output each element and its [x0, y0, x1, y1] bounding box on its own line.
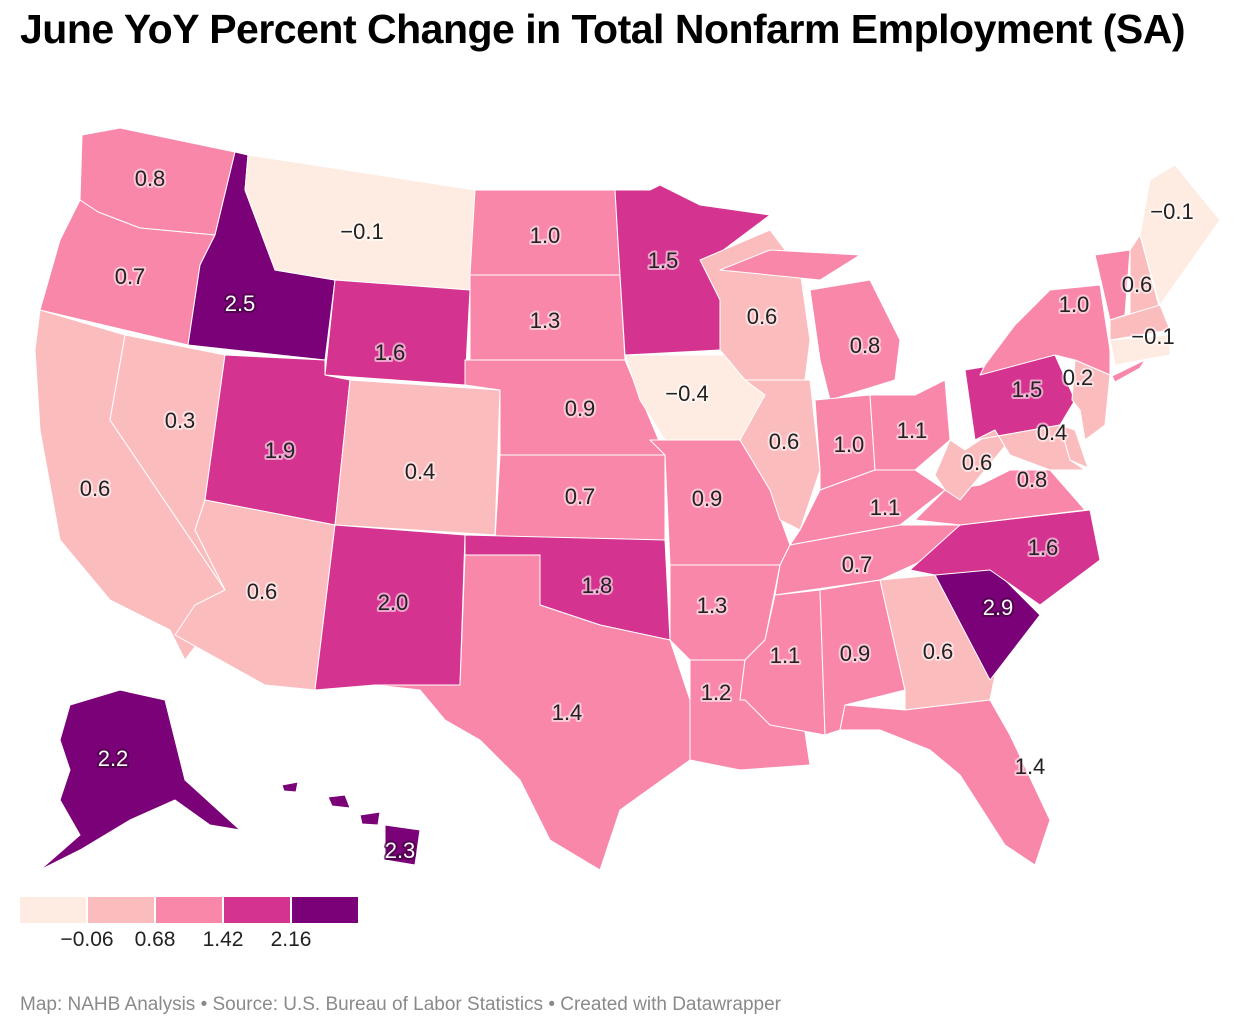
legend-labels: −0.06 0.68 1.42 2.16 — [20, 928, 380, 954]
legend-swatch-4 — [224, 897, 290, 923]
state-ky[interactable] — [789, 469, 946, 546]
state-label-il: 0.6 — [769, 429, 800, 454]
state-label-ct: −0.1 — [1131, 324, 1174, 349]
state-label-ak: 2.2 — [98, 746, 129, 771]
state-ak[interactable] — [39, 689, 241, 871]
state-label-ks: 0.7 — [565, 484, 596, 509]
state-label-la: 1.2 — [701, 680, 732, 705]
state-wy[interactable] — [324, 279, 471, 386]
state-label-ne: 0.9 — [565, 396, 596, 421]
state-mi[interactable] — [719, 249, 861, 281]
legend-swatch-2 — [88, 897, 154, 923]
state-fl[interactable] — [839, 699, 1051, 866]
state-label-ut: 1.9 — [265, 438, 296, 463]
state-mi[interactable] — [809, 279, 901, 401]
legend-break-3: 1.42 — [202, 928, 244, 951]
state-label-mn: 1.5 — [648, 248, 679, 273]
state-label-nc: 1.6 — [1028, 535, 1059, 560]
state-wv[interactable] — [934, 429, 1011, 501]
state-label-wa: 0.8 — [135, 166, 166, 191]
state-label-sc: 2.9 — [983, 595, 1014, 620]
state-co[interactable] — [334, 379, 501, 536]
state-label-nj: 0.2 — [1063, 365, 1094, 390]
state-label-az: 0.6 — [247, 579, 278, 604]
legend-swatch-3 — [156, 897, 222, 923]
state-nj[interactable] — [1071, 359, 1111, 441]
state-label-me: −0.1 — [1150, 199, 1193, 224]
state-label-ky: 1.1 — [870, 495, 901, 520]
legend-break-4: 2.16 — [270, 928, 312, 951]
state-hi[interactable] — [281, 781, 299, 793]
state-label-or: 0.7 — [115, 264, 146, 289]
state-label-ny: 1.0 — [1059, 292, 1090, 317]
state-me[interactable] — [1139, 164, 1221, 306]
state-ms[interactable] — [739, 589, 826, 736]
state-nc[interactable] — [909, 509, 1101, 606]
state-ny[interactable] — [1111, 359, 1146, 383]
state-label-ca: 0.6 — [80, 476, 111, 501]
state-va[interactable] — [914, 469, 1086, 526]
state-label-nv: 0.3 — [165, 408, 196, 433]
state-tx[interactable] — [374, 554, 691, 871]
state-hi[interactable] — [359, 811, 381, 826]
state-label-ms: 1.1 — [770, 643, 801, 668]
state-label-in: 1.0 — [834, 432, 865, 457]
state-ct[interactable] — [1109, 334, 1171, 366]
state-hi[interactable] — [384, 824, 421, 866]
state-label-ok: 1.8 — [582, 573, 613, 598]
state-de[interactable] — [1059, 424, 1089, 469]
legend-swatch-5 — [292, 897, 358, 923]
state-ma[interactable] — [1109, 304, 1171, 341]
state-label-mt: −0.1 — [340, 219, 383, 244]
state-label-tn: 0.7 — [842, 552, 873, 577]
state-label-fl: 1.4 — [1015, 754, 1046, 779]
state-ny[interactable] — [979, 284, 1111, 376]
source-footer: Map: NAHB Analysis • Source: U.S. Bureau… — [20, 994, 781, 1015]
state-label-nm: 2.0 — [378, 590, 409, 615]
state-label-pa: 1.5 — [1012, 377, 1043, 402]
state-label-al: 0.9 — [840, 641, 871, 666]
state-label-ar: 1.3 — [697, 593, 728, 618]
state-label-sd: 1.3 — [530, 308, 561, 333]
legend-break-2: 0.68 — [134, 928, 176, 951]
state-label-mo: 0.9 — [692, 486, 723, 511]
state-label-wv: 0.6 — [962, 450, 993, 475]
state-label-ga: 0.6 — [923, 639, 954, 664]
state-label-hi: 2.3 — [385, 838, 416, 863]
state-label-va: 0.8 — [1017, 467, 1048, 492]
state-label-wy: 1.6 — [375, 340, 406, 365]
state-il[interactable] — [739, 379, 821, 531]
state-label-nd: 1.0 — [530, 223, 561, 248]
state-label-md: 0.4 — [1037, 420, 1068, 445]
state-label-nh: 0.6 — [1122, 272, 1153, 297]
legend-break-1: −0.06 — [60, 928, 114, 951]
state-label-tx: 1.4 — [552, 700, 583, 725]
state-label-wi: 0.6 — [747, 304, 778, 329]
state-label-oh: 1.1 — [897, 418, 928, 443]
legend-swatch-1 — [20, 897, 86, 923]
state-tn[interactable] — [774, 524, 961, 596]
chart-title: June YoY Percent Change in Total Nonfarm… — [20, 6, 1185, 52]
state-label-mi: 0.8 — [850, 333, 881, 358]
state-label-id: 2.5 — [225, 291, 256, 316]
state-hi[interactable] — [327, 794, 351, 809]
color-legend — [20, 897, 358, 923]
state-label-co: 0.4 — [405, 459, 436, 484]
state-label-ia: −0.4 — [665, 381, 708, 406]
